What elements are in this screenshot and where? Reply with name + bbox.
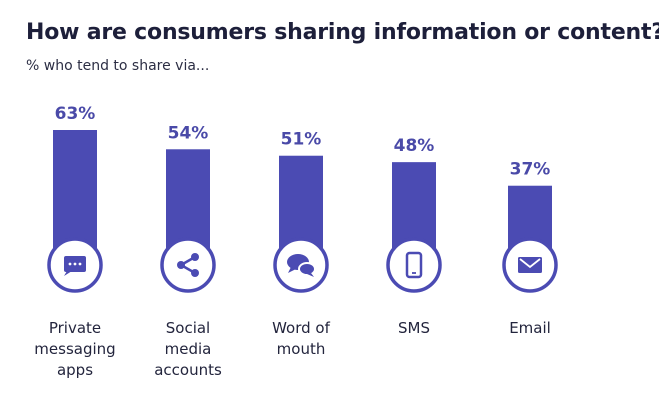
category-label: Social media accounts [154,319,222,379]
mobile-phone-icon [405,251,423,279]
category-label: Email [509,319,551,337]
data-label: 37% [510,160,551,180]
data-label: 54% [168,123,209,143]
bar-group: 63% Private messaging apps [34,104,115,379]
bar-group: 37% Email [502,160,558,337]
category-label: Private messaging apps [34,319,115,379]
category-label: Word of mouth [272,319,331,358]
bar-group: 51% Word of mouth [272,130,331,358]
data-label: 48% [394,136,435,156]
envelope-icon [518,257,542,273]
category-label: SMS [398,319,430,337]
icon-circle [386,237,442,293]
bar-group: 54% Social media accounts [154,123,222,379]
speech-bubbles-icon [287,254,316,277]
bar-group: 48% SMS [386,136,442,337]
data-label: 63% [55,104,96,124]
chart-subtitle: % who tend to share via... [26,58,210,74]
chart-title: How are consumers sharing information or… [26,20,659,45]
chat-bubble-icon [64,256,86,276]
icon-circle [160,237,216,293]
data-label: 51% [281,130,322,150]
share-icon [177,253,199,277]
